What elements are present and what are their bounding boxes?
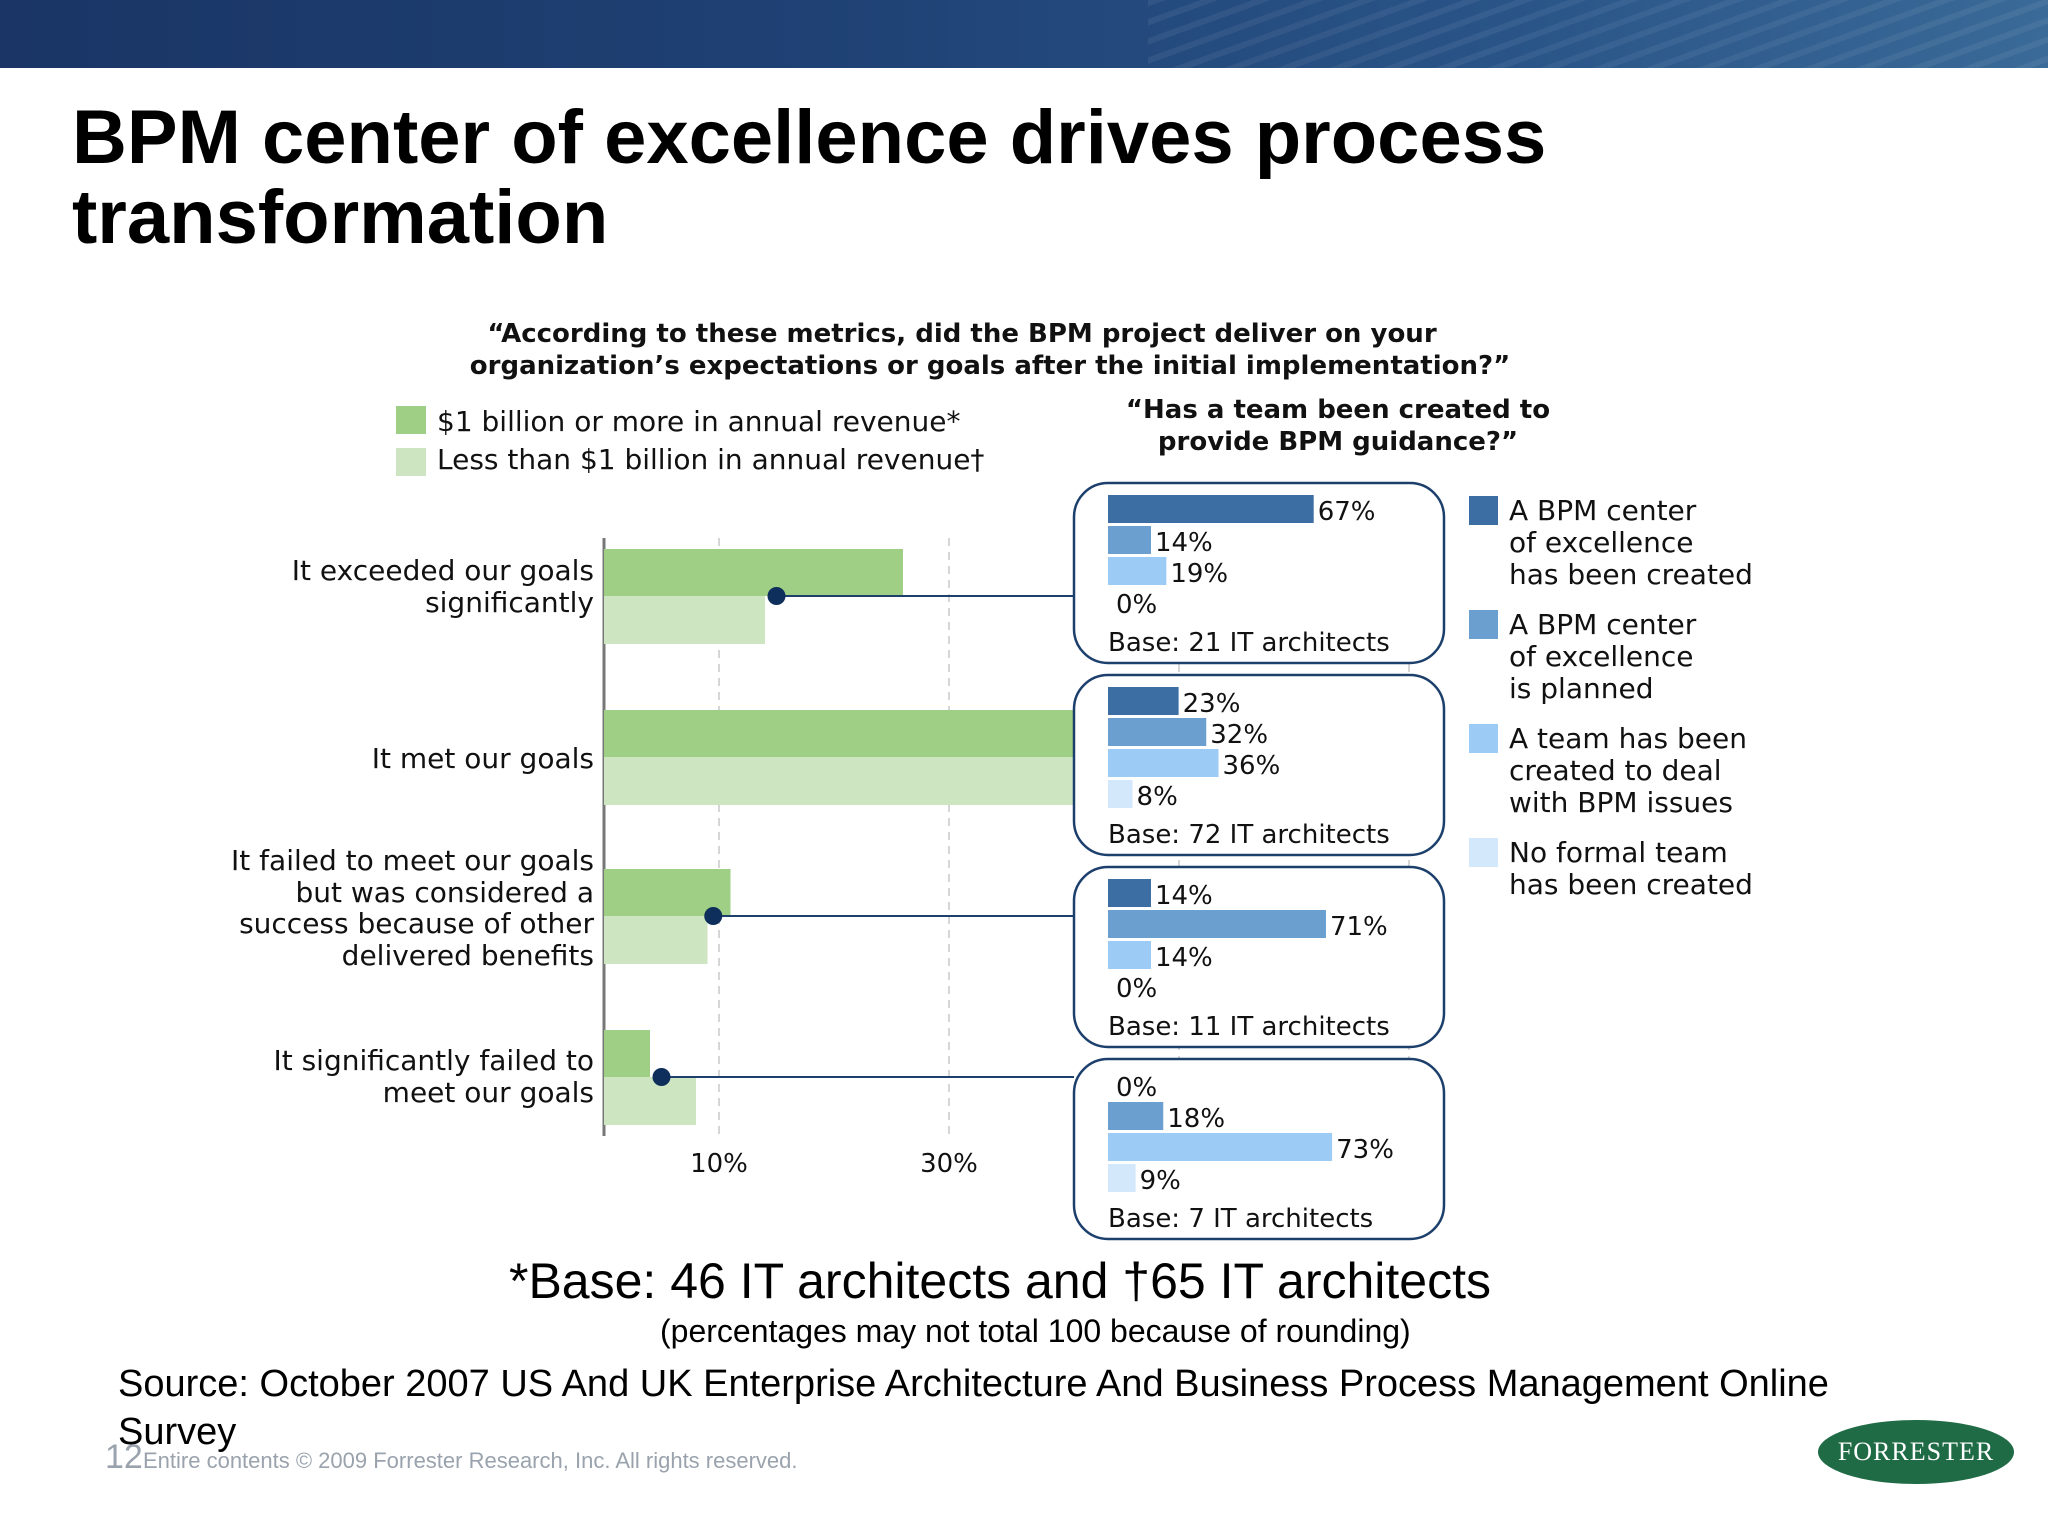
legend-swatch <box>1469 496 1498 525</box>
bar-small-revenue <box>604 1077 696 1125</box>
panel-base-label: Base: 21 IT architects <box>1108 628 1390 658</box>
panel-value-label: 23% <box>1183 689 1241 719</box>
bar-small-revenue <box>604 596 765 644</box>
legend-label: of excellence <box>1509 526 1693 559</box>
right-chart-title-line: “Has a team been created to <box>1126 395 1550 425</box>
panel-base-label: Base: 72 IT architects <box>1108 820 1390 850</box>
legend-label: has been created <box>1509 558 1753 591</box>
copyright: Entire contents © 2009 Forrester Researc… <box>143 1448 798 1473</box>
legend-label: has been created <box>1509 868 1753 901</box>
header-banner-texture <box>1148 0 2048 68</box>
panel-bar <box>1108 1133 1333 1161</box>
panel-bar <box>1108 910 1326 938</box>
panel-bar <box>1108 941 1151 969</box>
logo-text: FORRESTER <box>1837 1437 1995 1466</box>
legend-swatch-large-revenue <box>396 406 426 434</box>
panel-value-label: 0% <box>1116 974 1157 1004</box>
legend-label: A BPM center <box>1509 494 1697 527</box>
panel-value-label: 71% <box>1330 912 1388 942</box>
panel-value-label: 8% <box>1137 782 1178 812</box>
panel-bar <box>1108 780 1133 808</box>
legend-swatch-small-revenue <box>396 448 426 476</box>
panel-value-label: 36% <box>1223 751 1281 781</box>
data-point-marker <box>767 587 786 605</box>
panel-value-label: 67% <box>1318 497 1376 527</box>
panel-bar <box>1108 1102 1164 1130</box>
page-number: 12 <box>105 1438 143 1476</box>
source-note: Source: October 2007 US And UK Enterpris… <box>118 1363 1829 1453</box>
forrester-logo: FORRESTER <box>1818 1420 2014 1484</box>
legend-swatch <box>1469 724 1498 753</box>
category-label: delivered benefits <box>342 939 594 972</box>
base-note: *Base: 46 IT architects and †65 IT archi… <box>508 1253 1491 1309</box>
rounding-note: (percentages may not total 100 because o… <box>660 1313 1411 1349</box>
legend-label: No formal team <box>1509 836 1728 869</box>
category-label: significantly <box>425 586 594 619</box>
panel-bar <box>1108 1164 1136 1192</box>
panel-value-label: 14% <box>1155 881 1213 911</box>
bar-small-revenue <box>604 916 708 964</box>
legend-label: A BPM center <box>1509 608 1697 641</box>
category-label: It met our goals <box>372 742 594 775</box>
panel-base-label: Base: 7 IT architects <box>1108 1204 1373 1234</box>
panel-value-label: 73% <box>1336 1135 1394 1165</box>
survey-chart: “According to these metrics, did the BPM… <box>231 319 1753 1241</box>
panel-bar <box>1108 718 1207 746</box>
bar-large-revenue <box>604 549 903 596</box>
category-label: It failed to meet our goals <box>231 844 594 877</box>
category-label: It significantly failed to <box>273 1044 594 1077</box>
panel-value-label: 9% <box>1140 1166 1181 1196</box>
data-point-marker <box>704 907 723 925</box>
panel-value-label: 0% <box>1116 590 1157 620</box>
panel-bar <box>1108 495 1314 523</box>
panel-bar <box>1108 557 1167 585</box>
left-chart-title-line: “According to these metrics, did the BPM… <box>487 319 1436 349</box>
panel-value-label: 14% <box>1155 943 1213 973</box>
panel-bar <box>1108 749 1219 777</box>
legend-label: with BPM issues <box>1509 786 1733 819</box>
panel-frame <box>1072 481 1446 665</box>
category-label: meet our goals <box>383 1076 594 1109</box>
panel-value-label: 32% <box>1210 720 1268 750</box>
panel-base-label: Base: 11 IT architects <box>1108 1012 1390 1042</box>
category-label: but was considered a <box>295 876 594 909</box>
legend-swatch <box>1469 838 1498 867</box>
panel-value-label: 14% <box>1155 528 1213 558</box>
panel-bar <box>1108 879 1151 907</box>
right-chart-title-line: provide BPM guidance?” <box>1158 427 1518 457</box>
x-tick-label: 30% <box>920 1149 978 1179</box>
category-label: It exceeded our goals <box>292 554 594 587</box>
header-banner <box>0 0 2048 68</box>
left-chart-title-line: organization’s expectations or goals aft… <box>470 351 1510 381</box>
legend-swatch <box>1469 610 1498 639</box>
legend-label: is planned <box>1509 672 1653 705</box>
panel-bar <box>1108 687 1179 715</box>
legend-label-small-revenue: Less than $1 billion in annual revenue† <box>437 443 984 476</box>
legend-label: of excellence <box>1509 640 1693 673</box>
slide-title: BPM center of excellence drives process … <box>72 95 1547 260</box>
panel-value-label: 19% <box>1170 559 1228 589</box>
category-label: success because of other <box>239 907 594 940</box>
x-tick-label: 10% <box>690 1149 748 1179</box>
legend-label: created to deal <box>1509 754 1722 787</box>
legend-label: A team has been <box>1509 722 1747 755</box>
bar-large-revenue <box>604 1030 650 1077</box>
panel-value-label: 18% <box>1167 1104 1225 1134</box>
legend-label-large-revenue: $1 billion or more in annual revenue* <box>437 405 960 438</box>
panel-bar <box>1108 526 1151 554</box>
data-point-marker <box>652 1068 671 1086</box>
panel-value-label: 0% <box>1116 1073 1157 1103</box>
